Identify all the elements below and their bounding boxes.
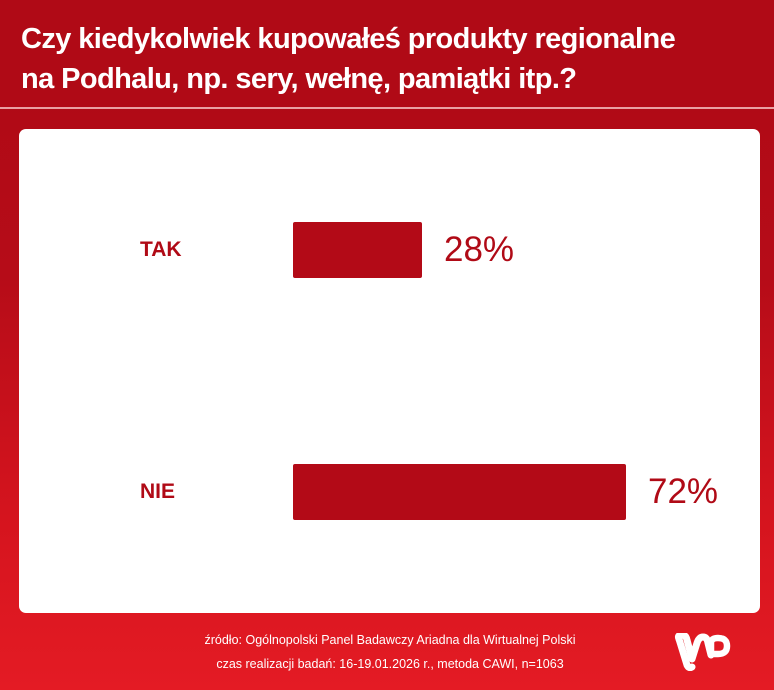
bar-nie bbox=[293, 464, 626, 520]
title-line-1: Czy kiedykolwiek kupowałeś produkty regi… bbox=[21, 23, 676, 55]
footer: źródło: Ogólnopolski Panel Badawczy Aria… bbox=[120, 630, 660, 678]
bar-row-nie: NIE 72% bbox=[19, 464, 760, 520]
category-label: TAK bbox=[140, 238, 182, 261]
value-label: 72% bbox=[648, 472, 719, 511]
bar-row-tak: TAK 28% bbox=[19, 222, 760, 278]
header bbox=[0, 0, 774, 107]
method-text: czas realizacji badań: 16-19.01.2026 r.,… bbox=[216, 657, 564, 671]
wp-logo-icon bbox=[674, 633, 731, 671]
bar-tak bbox=[293, 222, 422, 278]
title-line-2: na Podhalu, np. sery, wełnę, pamiątki it… bbox=[21, 63, 577, 95]
chart-card: TAK 28% NIE 72% bbox=[19, 129, 760, 613]
header-divider bbox=[0, 107, 774, 109]
category-label: NIE bbox=[140, 480, 176, 503]
source-text: źródło: Ogólnopolski Panel Badawczy Aria… bbox=[204, 633, 576, 647]
chart-title: Czy kiedykolwiek kupowałeś produkty regi… bbox=[21, 19, 761, 99]
value-label: 28% bbox=[444, 230, 515, 269]
